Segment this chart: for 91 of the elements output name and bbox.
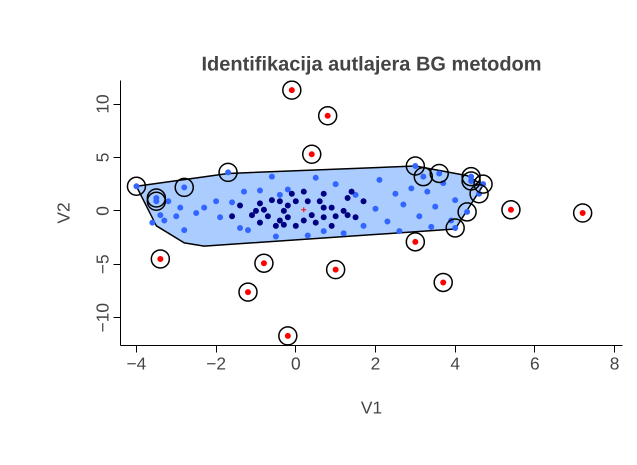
point xyxy=(292,222,299,229)
point xyxy=(320,204,327,211)
point xyxy=(360,198,367,204)
y-tick-label: −10 xyxy=(92,303,112,332)
point xyxy=(268,174,275,180)
y-axis-title: V2 xyxy=(54,202,74,224)
point xyxy=(177,204,184,211)
point xyxy=(280,208,287,214)
point xyxy=(452,197,458,204)
point xyxy=(376,176,382,183)
point xyxy=(304,198,311,204)
point xyxy=(181,227,188,234)
point xyxy=(424,188,430,195)
point xyxy=(272,222,279,229)
point xyxy=(288,190,295,197)
point xyxy=(260,206,267,213)
point xyxy=(408,185,414,192)
point xyxy=(344,195,351,202)
x-tick-label: −2 xyxy=(206,354,226,374)
point xyxy=(237,224,244,231)
point xyxy=(276,192,283,198)
point xyxy=(256,200,263,206)
x-tick-label: 2 xyxy=(370,354,380,374)
point xyxy=(316,198,323,204)
point xyxy=(264,213,271,220)
point xyxy=(276,198,283,204)
y-tick-label: 10 xyxy=(92,94,112,114)
point xyxy=(320,228,327,234)
point xyxy=(332,213,339,220)
point xyxy=(149,220,156,226)
point xyxy=(400,201,406,208)
point xyxy=(312,174,319,181)
point xyxy=(173,213,180,220)
point xyxy=(348,188,355,195)
point xyxy=(157,212,164,218)
point xyxy=(229,199,236,206)
point xyxy=(384,218,390,225)
point xyxy=(252,208,259,214)
x-tick-label: 8 xyxy=(610,354,620,374)
point xyxy=(284,186,291,192)
x-axis-title: V1 xyxy=(360,398,382,418)
point xyxy=(428,224,434,230)
point xyxy=(304,232,311,238)
point xyxy=(256,188,263,194)
point xyxy=(340,208,347,214)
point xyxy=(292,198,299,204)
point xyxy=(213,198,220,204)
point xyxy=(217,214,224,220)
point xyxy=(237,202,244,209)
point xyxy=(340,230,347,236)
point xyxy=(201,204,208,211)
point xyxy=(161,217,168,224)
point xyxy=(320,190,327,197)
point xyxy=(432,204,438,210)
point xyxy=(284,202,291,209)
x-tick-label: −4 xyxy=(126,354,147,374)
y-tick-label: 5 xyxy=(92,152,112,162)
point xyxy=(256,220,263,226)
point xyxy=(320,214,327,220)
point xyxy=(229,213,236,220)
point xyxy=(372,206,378,212)
point xyxy=(272,234,279,240)
point xyxy=(300,217,307,224)
point xyxy=(241,188,248,195)
chart-title: Identifikacija autlajera BG metodom xyxy=(201,54,542,76)
point xyxy=(352,214,359,220)
point xyxy=(396,228,402,234)
point xyxy=(392,190,398,197)
point xyxy=(268,197,275,204)
point xyxy=(344,212,351,218)
point xyxy=(416,213,422,220)
point xyxy=(312,220,319,226)
point xyxy=(280,222,287,228)
point xyxy=(332,181,339,188)
x-tick-label: 6 xyxy=(530,354,540,374)
point xyxy=(276,217,283,224)
point xyxy=(284,214,291,220)
point xyxy=(300,188,307,195)
point xyxy=(352,192,359,198)
point xyxy=(300,206,307,213)
point xyxy=(248,212,255,218)
point xyxy=(244,227,251,234)
point xyxy=(193,210,200,216)
y-tick-label: −5 xyxy=(92,254,112,274)
point xyxy=(360,222,367,229)
point xyxy=(328,222,335,229)
x-tick-label: 0 xyxy=(290,354,301,374)
x-tick-label: 4 xyxy=(450,354,460,374)
point xyxy=(328,204,335,211)
point xyxy=(308,212,315,218)
y-tick-label: 0 xyxy=(92,206,112,216)
